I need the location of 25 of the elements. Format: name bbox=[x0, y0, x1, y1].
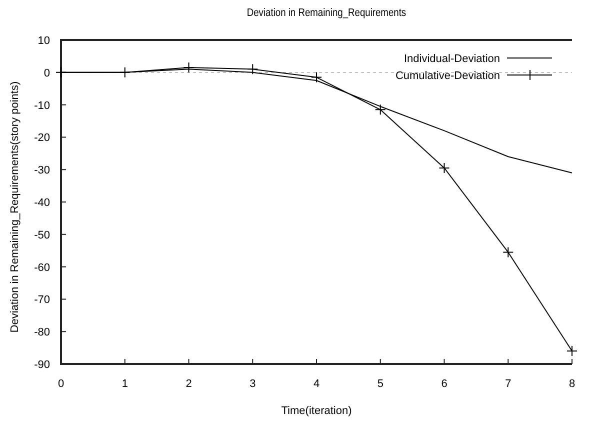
y-tick-label: -80 bbox=[34, 326, 50, 339]
x-tick-label: 8 bbox=[568, 378, 576, 390]
y-tick-label: -70 bbox=[34, 294, 50, 306]
y-tick-label: 10 bbox=[38, 35, 50, 47]
y-tick-label: -20 bbox=[34, 132, 50, 144]
chart-title: Deviation in Remaining_Requirements bbox=[246, 7, 406, 20]
y-tick-label: 0 bbox=[44, 67, 50, 80]
x-tick-label: 3 bbox=[250, 378, 256, 390]
x-tick-label: 5 bbox=[377, 378, 384, 390]
x-tick-label: 2 bbox=[186, 378, 192, 390]
legend-label: Cumulative-Deviation bbox=[395, 70, 500, 82]
y-tick-label: -30 bbox=[34, 164, 50, 177]
y-tick-label: -50 bbox=[34, 229, 50, 242]
x-axis-title: Time(iteration) bbox=[281, 405, 352, 417]
x-tick-label: 7 bbox=[505, 378, 512, 390]
y-tick-label: -60 bbox=[34, 262, 50, 274]
x-tick-label: 1 bbox=[122, 378, 128, 390]
x-tick-label: 6 bbox=[441, 378, 448, 390]
y-tick-label: -10 bbox=[34, 100, 50, 112]
x-tick-label: 0 bbox=[58, 378, 64, 390]
legend-label: Individual-Deviation bbox=[404, 53, 500, 65]
y-tick-label: -90 bbox=[34, 359, 50, 371]
x-tick-label: 4 bbox=[313, 378, 320, 390]
y-axis-title: Deviation in Remaining_Requirements(story points) bbox=[9, 81, 21, 333]
y-tick-label: -40 bbox=[34, 197, 50, 209]
